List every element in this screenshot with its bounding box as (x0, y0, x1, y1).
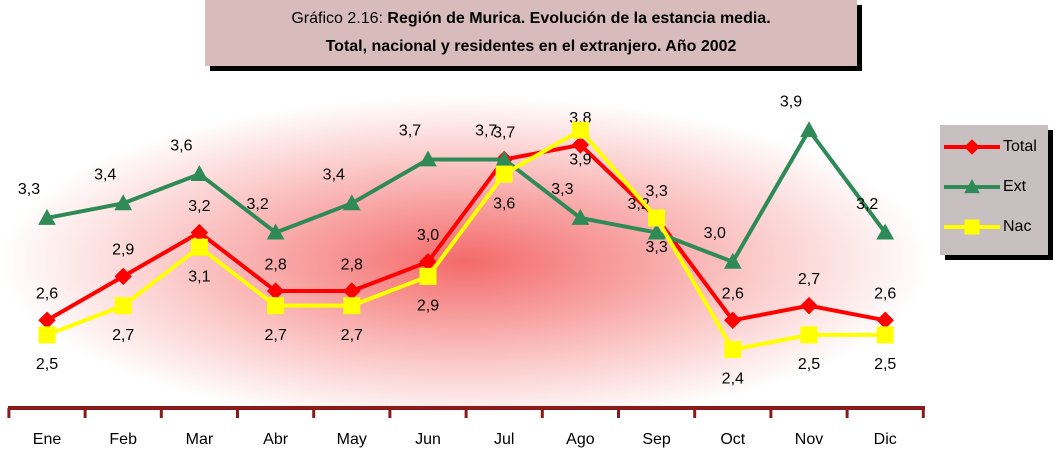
data-label: 3,9 (569, 151, 591, 168)
x-tick-label: Sep (642, 431, 671, 448)
data-label: 3,2 (627, 196, 649, 213)
data-label: 3,6 (493, 195, 515, 212)
data-label: 2,4 (722, 371, 744, 388)
marker (724, 341, 742, 359)
data-label: 3,4 (323, 167, 345, 184)
title-prefix: Gráfico 2.16: (291, 10, 383, 27)
data-label: 2,5 (36, 356, 58, 373)
marker (419, 150, 437, 167)
marker (800, 296, 818, 315)
data-label: 2,7 (264, 327, 286, 344)
data-label: 3,3 (18, 181, 40, 198)
marker (114, 297, 132, 315)
legend-marker (964, 139, 980, 155)
x-tick-label: Jun (415, 431, 441, 448)
marker (114, 267, 132, 286)
data-label: 3,3 (645, 239, 667, 256)
marker (648, 209, 666, 227)
data-label: 3,7 (475, 123, 497, 140)
chart-title: Gráfico 2.16: Región de Murica. Evolució… (291, 10, 770, 27)
title-line: Región de Murica. Evolución de la estanc… (387, 10, 770, 27)
legend-marker (964, 219, 980, 235)
marker (571, 208, 590, 225)
marker (723, 252, 742, 269)
data-label: 2,5 (798, 356, 820, 373)
data-label: 3,7 (493, 125, 515, 142)
data-label: 2,8 (264, 256, 286, 273)
title-box (205, 0, 857, 66)
marker (647, 223, 666, 240)
x-tick-label: Feb (109, 431, 137, 448)
chart-title: Total, nacional y residentes en el extra… (326, 38, 737, 55)
data-label: 2,6 (36, 286, 58, 303)
marker (190, 165, 209, 181)
marker (38, 208, 56, 225)
legend-label: Total (1003, 138, 1037, 155)
data-label: 2,5 (874, 356, 896, 373)
line (46, 127, 886, 352)
marker (114, 194, 133, 211)
marker (419, 267, 437, 285)
x-tick-label: Jul (494, 431, 514, 448)
data-label: 3,4 (94, 167, 116, 184)
data-label: 3,3 (551, 181, 573, 198)
data-label: 3,2 (246, 196, 268, 213)
data-label: 3,2 (188, 198, 210, 215)
data-label: 3,7 (399, 123, 421, 140)
marker (800, 326, 818, 344)
legend-label: Nac (1003, 218, 1031, 235)
x-tick-label: Nov (795, 431, 823, 448)
x-tick-label: May (337, 431, 367, 448)
data-label: 2,6 (874, 286, 896, 303)
marker (342, 194, 361, 211)
marker (800, 121, 818, 138)
line (46, 142, 886, 323)
data-label: 3,2 (856, 196, 878, 213)
data-label: 3,0 (704, 225, 726, 242)
marker (724, 311, 742, 329)
marker (343, 297, 361, 315)
x-tick-label: Oct (720, 431, 745, 448)
data-label: 2,9 (417, 298, 439, 315)
data-label: 2,6 (722, 286, 744, 303)
data-label: 2,7 (341, 327, 363, 344)
line (46, 126, 887, 265)
legend-label: Ext (1003, 178, 1027, 195)
marker (266, 223, 285, 240)
plot-background (0, 80, 930, 410)
marker (571, 121, 589, 139)
data-label: 2,8 (341, 256, 363, 273)
data-label: 3,0 (417, 227, 439, 244)
legend-marker (964, 178, 980, 194)
marker (495, 165, 513, 183)
data-label: 3,1 (188, 268, 210, 285)
marker (876, 223, 895, 240)
x-tick-label: Mar (186, 431, 214, 448)
data-label: 3,3 (645, 183, 667, 200)
marker (190, 238, 208, 256)
x-tick-label: Abr (263, 431, 289, 448)
marker (38, 326, 56, 344)
x-tick-label: Ene (33, 431, 62, 448)
data-label: 3,9 (780, 93, 802, 110)
data-label: 3,6 (170, 137, 192, 154)
data-label: 2,7 (112, 327, 134, 344)
marker (571, 136, 590, 154)
data-label: 2,7 (798, 271, 820, 288)
marker (876, 326, 894, 344)
x-tick-label: Dic (874, 431, 897, 448)
x-tick-label: Ago (566, 431, 595, 448)
data-label: 2,9 (112, 242, 134, 259)
marker (267, 297, 285, 315)
